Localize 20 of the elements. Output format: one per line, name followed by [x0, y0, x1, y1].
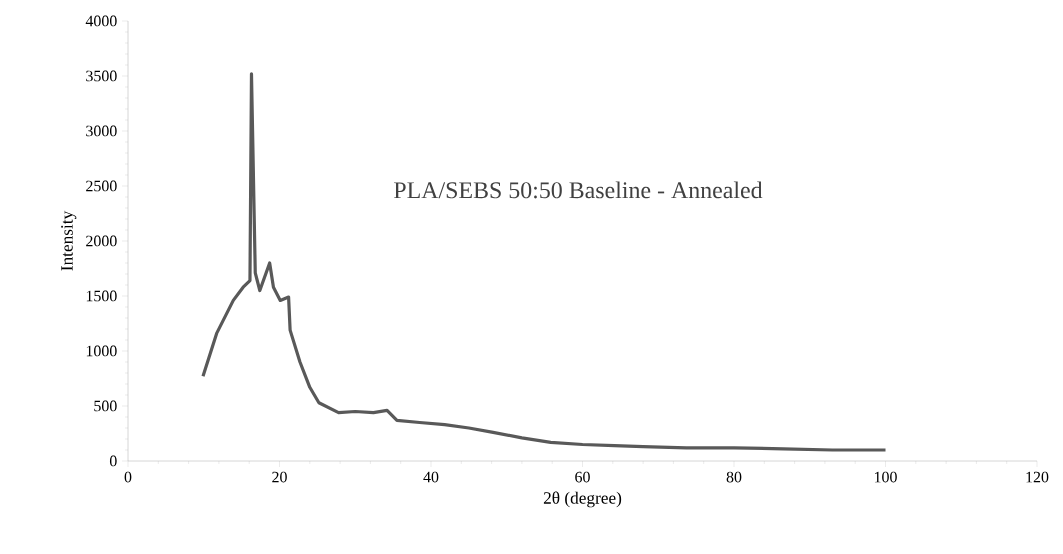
x-tick-label: 120 [1026, 471, 1049, 483]
y-tick-label: 0 [109, 455, 117, 467]
x-tick-label: 0 [124, 471, 132, 483]
annotation: PLA/SEBS 50:50 Baseline - Annealed [394, 181, 763, 199]
y-tick-label: 1000 [86, 345, 117, 357]
x-tick-label: 80 [726, 471, 742, 483]
y-axis-title: Intensity [61, 210, 77, 271]
x-axis-title: 2θ (degree) [543, 491, 622, 508]
x-tick-label: 40 [423, 471, 439, 483]
y-tick-label: 2000 [86, 235, 117, 247]
x-tick-label: 100 [874, 471, 897, 483]
y-tick-label: 2500 [86, 180, 117, 192]
y-tick-label: 4000 [85, 15, 117, 27]
x-tick-label: 60 [575, 471, 590, 483]
y-tick-label: 500 [94, 400, 117, 412]
line-series [201, 72, 888, 452]
y-tick-label: 3500 [86, 70, 117, 82]
y-tick-label: 1500 [86, 290, 117, 302]
x-tick-label: 20 [272, 471, 287, 483]
y-tick-label: 3000 [86, 125, 117, 137]
